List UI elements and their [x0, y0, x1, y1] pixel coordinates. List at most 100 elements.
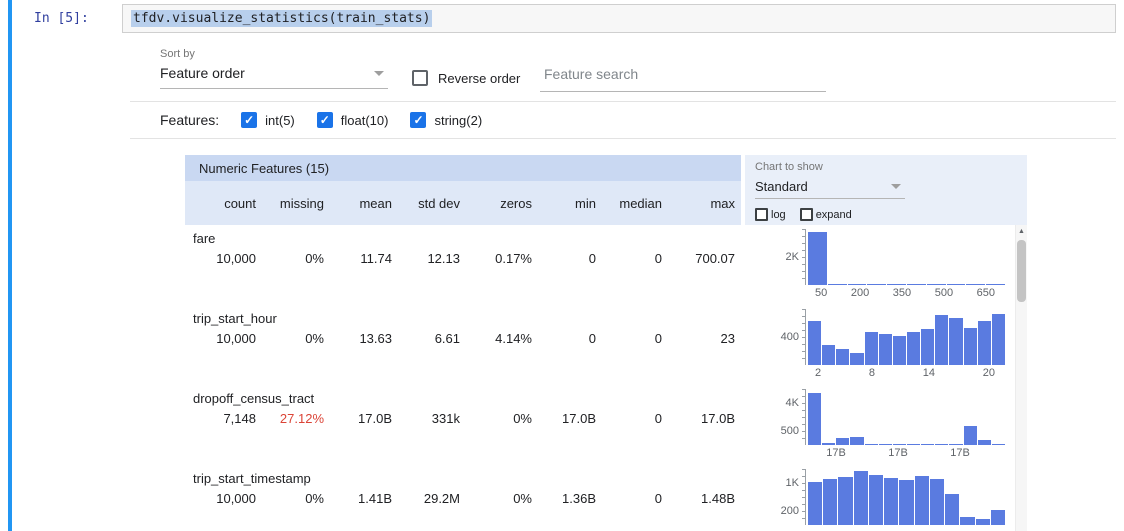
column-header: count	[224, 195, 256, 211]
histogram-bar	[864, 443, 878, 445]
x-axis-label: 17B	[888, 447, 908, 459]
y-axis-labels: 2K	[773, 229, 805, 285]
histogram-bar	[921, 444, 935, 445]
checkbox-unchecked-icon	[755, 208, 768, 221]
feature-filter-int[interactable]: ✓ int(5)	[241, 112, 295, 128]
histogram-plot	[802, 309, 1005, 365]
facets-output: Sort by Feature order Reverse order Feat…	[130, 44, 1116, 531]
y-axis-labels: 4K 500	[773, 389, 805, 445]
stat-cell: 13.63	[359, 331, 392, 346]
expand-checkbox[interactable]: expand	[799, 208, 852, 221]
histogram-bar	[906, 444, 921, 445]
histogram-bar	[949, 444, 963, 445]
column-header: missing	[279, 195, 324, 211]
table-row: trip_start_hour 10,000 0% 13.63 6.61 4.1…	[185, 305, 741, 385]
features-label: Features:	[160, 112, 220, 128]
histogram-bar	[991, 443, 1005, 445]
chart-controls: Chart to show Standard log expand	[745, 155, 1027, 225]
histogram-bar	[864, 332, 878, 365]
stat-cell: 0%	[305, 331, 324, 346]
feature-name: trip_start_hour	[193, 311, 277, 326]
checkbox-unchecked-icon	[412, 70, 428, 86]
histogram-bar	[921, 329, 935, 365]
checkbox-unchecked-icon	[799, 208, 813, 221]
x-axis-label: 500	[934, 287, 954, 299]
stat-cell: 1.41B	[358, 491, 392, 506]
feature-filter-label: string(2)	[434, 112, 483, 128]
stat-cell: 0%	[305, 251, 324, 266]
code-text[interactable]: tfdv.visualize_statistics(train_stats)	[131, 10, 433, 27]
x-axis-label: 17B	[950, 447, 970, 459]
stat-cell: 29.2M	[423, 491, 460, 506]
code-cell[interactable]: tfdv.visualize_statistics(train_stats)	[122, 4, 1116, 33]
histogram-bar	[836, 348, 850, 365]
feature-filter-string[interactable]: ✓ string(2)	[410, 112, 482, 128]
feature-search-input[interactable]	[540, 66, 826, 92]
histogram-bar	[827, 283, 847, 285]
chart-to-show-label: Chart to show	[755, 161, 823, 173]
chevron-down-icon	[891, 184, 901, 189]
scrollbar-thumb[interactable]	[1017, 240, 1026, 302]
stat-cell: 4.14%	[495, 331, 532, 346]
stat-cell: 0	[654, 331, 662, 346]
feature-filter-float[interactable]: ✓ float(10)	[316, 112, 388, 128]
chart-options-row: log expand	[755, 208, 1017, 221]
sort-by-label: Sort by	[160, 48, 195, 60]
scrollbar-up-button[interactable]: ▲	[1018, 228, 1025, 235]
histogram-bar	[867, 284, 887, 285]
histogram-bar	[929, 478, 945, 525]
column-header: zeros	[500, 195, 532, 211]
histogram-bar	[899, 480, 914, 525]
stats-table: Numeric Features (15) count missing mean…	[185, 155, 741, 531]
stat-cell: 0	[654, 491, 662, 506]
histogram-plot	[802, 229, 1005, 285]
column-header: std dev	[418, 195, 460, 211]
histogram-plot-area: 50 200 350 500 650	[802, 229, 1005, 305]
histogram-fare: 2K 50 200 350 500 650	[745, 225, 1027, 305]
histogram-bar	[887, 284, 906, 285]
histogram-bar	[906, 284, 926, 285]
chart-scrollbar[interactable]: ▲	[1015, 225, 1027, 531]
column-header: min	[575, 195, 596, 211]
histogram-bar	[838, 476, 853, 525]
x-axis-label: 200	[850, 287, 870, 299]
y-axis-label: 2K	[785, 251, 799, 263]
table-row: trip_start_timestamp 10,000 0% 1.41B 29.…	[185, 465, 741, 531]
log-checkbox[interactable]: log	[755, 208, 786, 221]
stat-cell: 11.74	[360, 251, 392, 266]
y-axis-label: 4K	[785, 397, 799, 409]
x-axis-label: 350	[892, 287, 912, 299]
cell-selection-bar	[8, 0, 12, 531]
table-row: fare 10,000 0% 11.74 12.13 0.17% 0 0 700…	[185, 225, 741, 305]
stat-cell: 331k	[431, 411, 460, 426]
feature-values: 10,000 0% 13.63 6.61 4.14% 0 0 23	[185, 329, 741, 349]
histogram-bar	[975, 518, 990, 525]
histogram-bar	[850, 352, 864, 365]
stat-cell: 0	[588, 331, 596, 346]
histogram-bar	[808, 482, 823, 525]
histogram-bar	[949, 318, 963, 365]
histogram-bar	[977, 321, 991, 365]
sort-by-group: Sort by Feature order	[160, 48, 388, 89]
sort-by-select[interactable]: Feature order	[160, 65, 388, 89]
chart-panel: Chart to show Standard log expand	[745, 155, 1027, 531]
reverse-order-checkbox[interactable]: Reverse order	[412, 70, 520, 86]
histogram-bar	[808, 321, 822, 365]
histogram-bar	[966, 284, 986, 285]
numeric-features-table: Numeric Features (15) count missing mean…	[185, 155, 1027, 531]
stat-cell: 12.13	[427, 251, 460, 266]
histogram-bar	[878, 333, 892, 365]
chart-type-select[interactable]: Standard	[755, 179, 905, 199]
histogram-bar	[823, 479, 838, 525]
histogram-bar	[945, 493, 960, 525]
histogram-bar	[977, 439, 991, 445]
checkbox-checked-icon: ✓	[410, 112, 427, 128]
histogram-bar	[892, 444, 906, 445]
histogram-plot-area: 2 8 14 20	[802, 309, 1005, 385]
histogram-bar	[991, 313, 1005, 365]
y-axis-label: 1K	[785, 477, 799, 489]
stat-cell: 0%	[513, 491, 532, 506]
expand-label: expand	[815, 208, 852, 221]
histogram-bar	[853, 471, 868, 525]
histogram-bar	[963, 425, 977, 445]
